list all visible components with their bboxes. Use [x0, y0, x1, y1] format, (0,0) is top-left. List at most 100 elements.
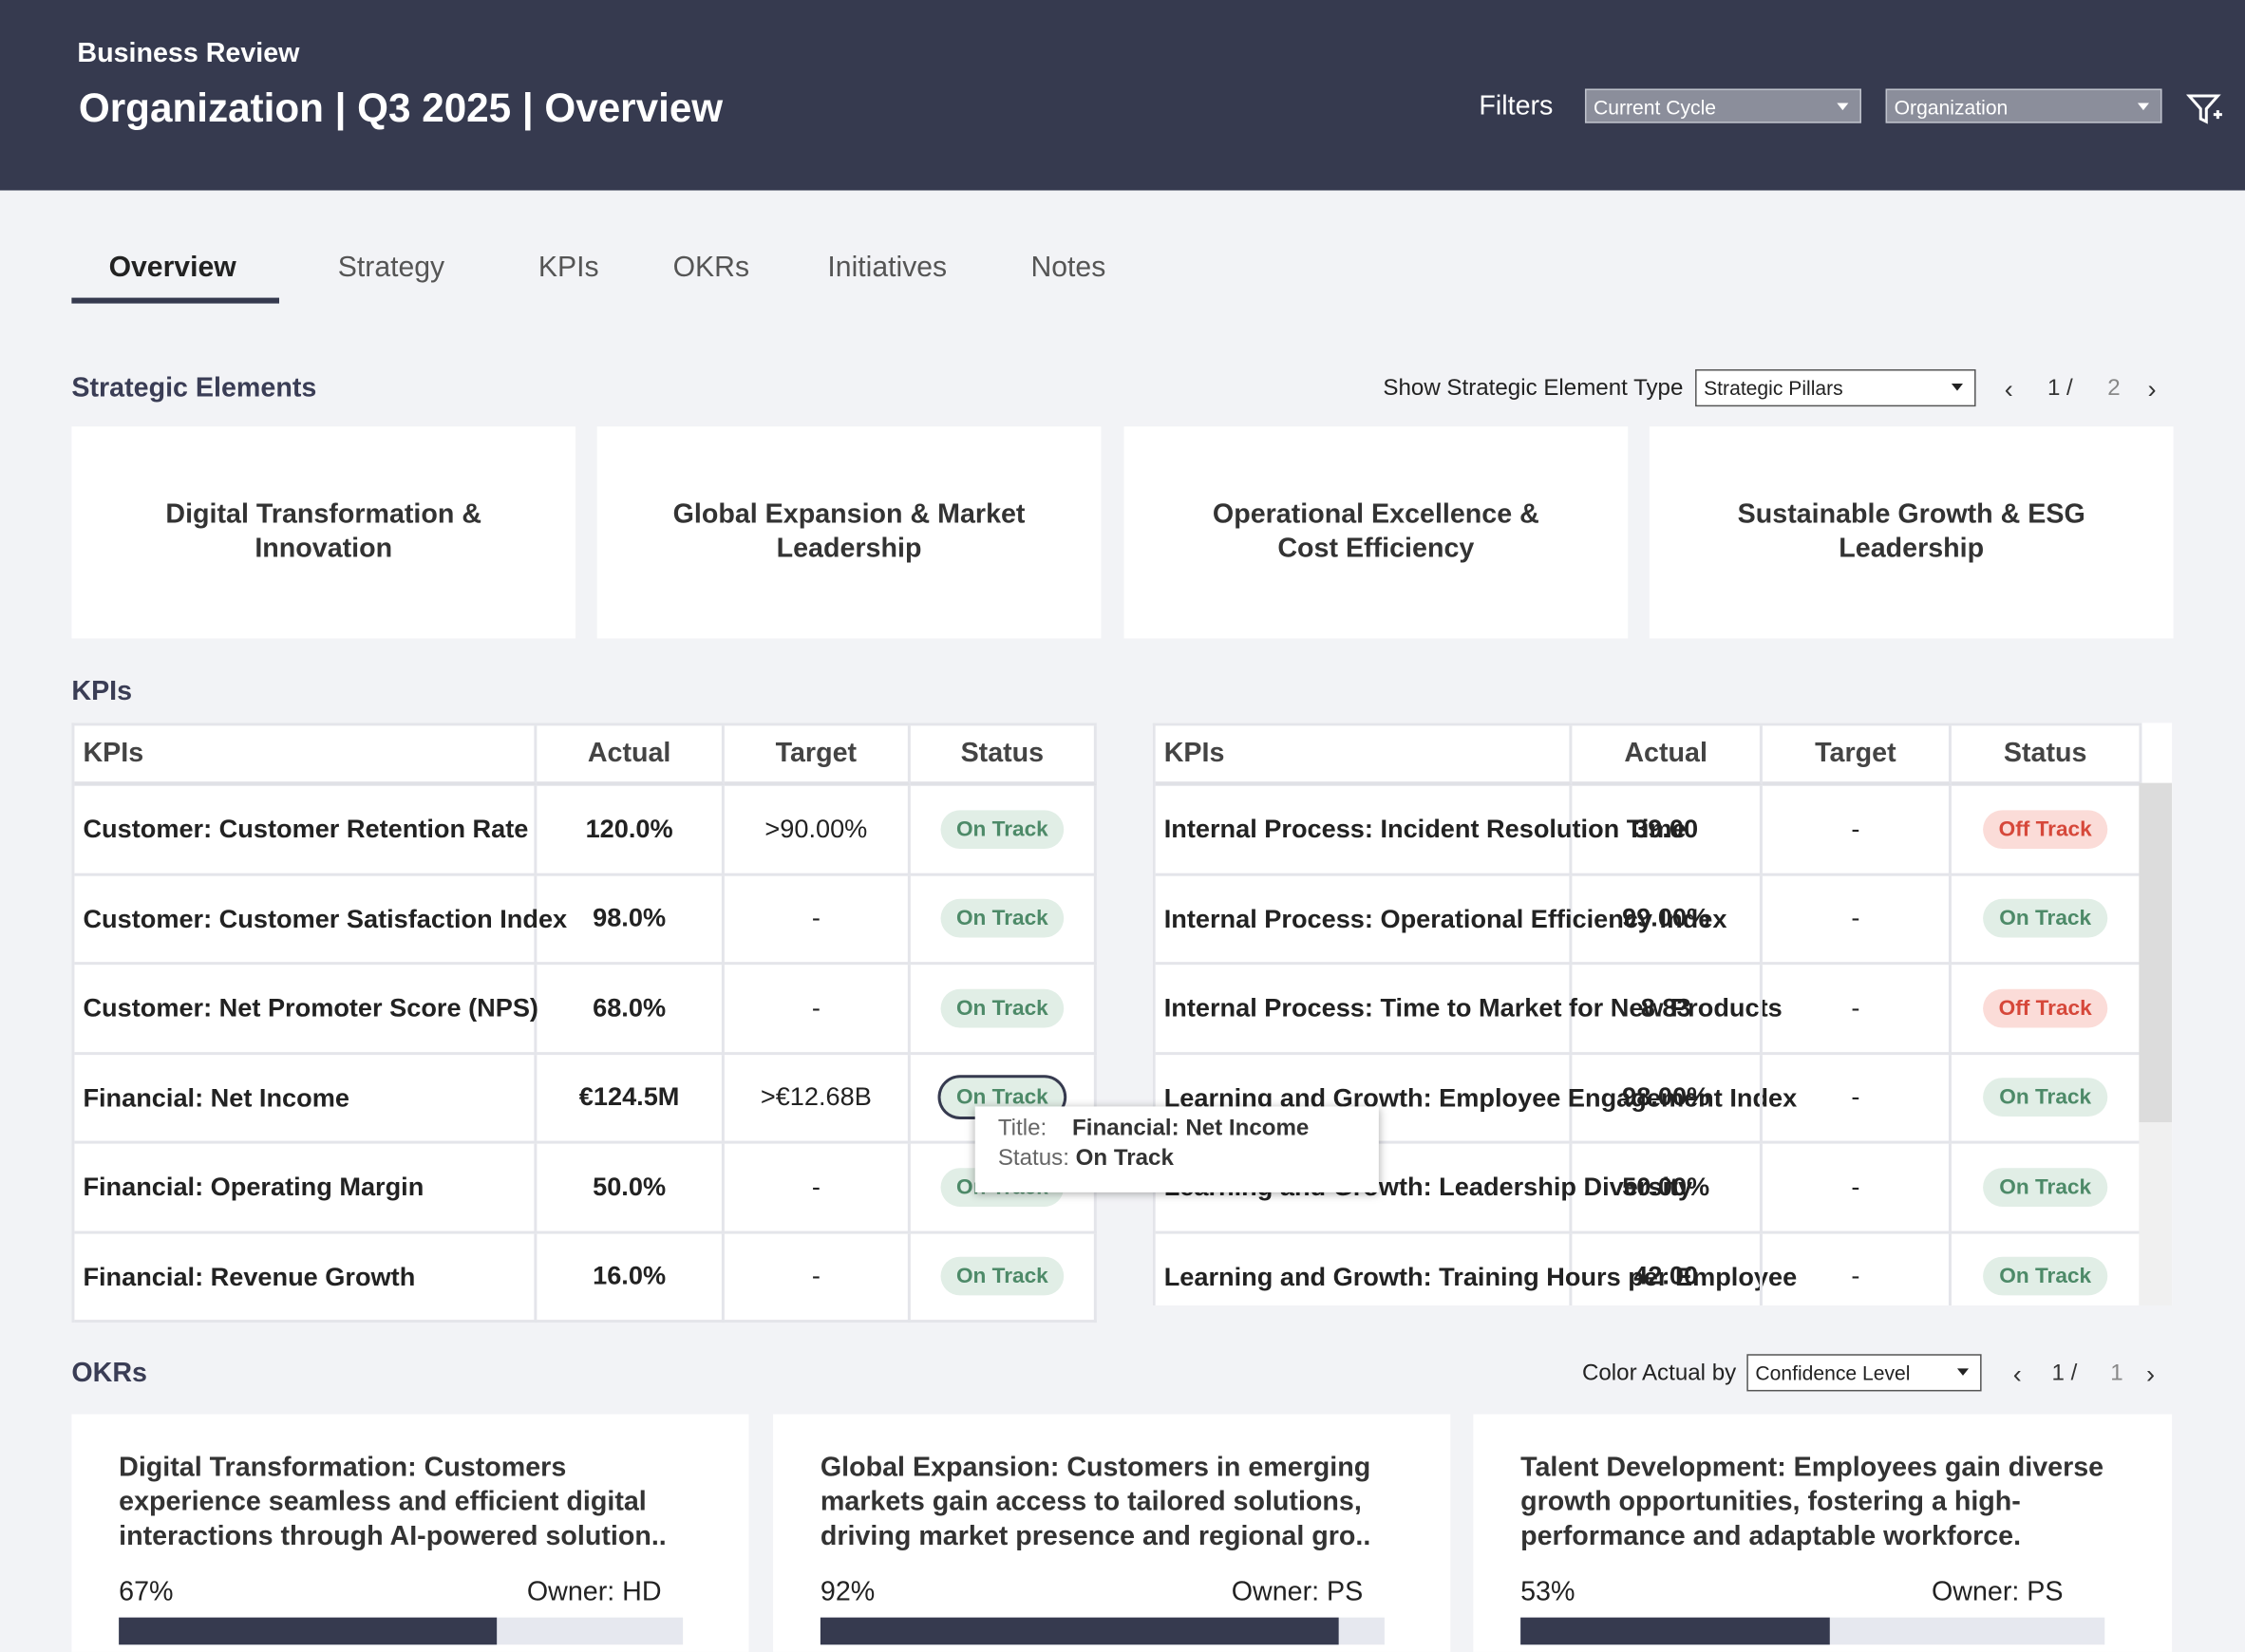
- kpi-name: Learning and Growth: Training Hours per …: [1156, 1232, 1797, 1305]
- section-title: KPIs: [71, 677, 133, 707]
- filter-dropdown[interactable]: Organization: [1885, 88, 2162, 123]
- filter-dropdown[interactable]: Current Cycle: [1584, 88, 1861, 123]
- pager-total: 2: [2107, 376, 2121, 402]
- okr-progress-label: 67%: [119, 1577, 174, 1608]
- pager-next[interactable]: ›: [2147, 375, 2157, 404]
- okr-progress-label: 53%: [1520, 1577, 1575, 1608]
- status-pill[interactable]: Off Track: [1983, 809, 2108, 849]
- kpi-name: Customer: Customer Satisfaction Index: [74, 874, 567, 966]
- status-pill[interactable]: On Track: [1983, 1078, 2107, 1117]
- status-pill[interactable]: On Track: [940, 988, 1065, 1028]
- status-cell: On Track: [1951, 1143, 2142, 1233]
- filter-icon[interactable]: [2186, 91, 2223, 128]
- color-label: Color Actual by: [1581, 1361, 1737, 1386]
- pager-prev[interactable]: ‹: [2004, 375, 2013, 404]
- kpi-actual: 16.0%: [537, 1232, 725, 1323]
- okr-owner: Owner: HD: [526, 1577, 662, 1608]
- tab[interactable]: Overview: [108, 252, 236, 284]
- color-dropdown[interactable]: Confidence Level: [1746, 1354, 1982, 1392]
- kpi-name: Financial: Revenue Growth: [74, 1232, 538, 1323]
- status-pill[interactable]: On Track: [940, 899, 1065, 938]
- status-cell: On Track: [910, 1232, 1097, 1323]
- kpi-name: Financial: Operating Margin: [74, 1143, 538, 1233]
- status-cell: On Track: [1951, 1054, 2142, 1144]
- kpi-actual: 120.0%: [537, 785, 725, 875]
- okr-progress-label: 92%: [820, 1577, 876, 1608]
- kpi-name: Internal Process: Time to Market for New…: [1155, 965, 1783, 1055]
- pillar-card[interactable]: Operational Excellence & Cost Efficiency: [1123, 426, 1629, 639]
- okr-card[interactable]: [71, 1414, 749, 1652]
- okr-text: Talent Development: Employees gain diver…: [1520, 1453, 2104, 1552]
- column-header: Target: [1762, 725, 1952, 786]
- kpi-actual: 50.00%: [1572, 1143, 1763, 1233]
- status-cell: Off Track: [1951, 785, 2142, 875]
- kpi-actual: 42.00: [1572, 1232, 1763, 1305]
- header: [0, 0, 2245, 191]
- kpi-actual: 50.0%: [537, 1143, 725, 1233]
- tooltip-status: On Track: [1075, 1146, 1174, 1172]
- kpi-actual: 68.0%: [537, 965, 725, 1055]
- progress-bar: [119, 1617, 498, 1645]
- pager-next[interactable]: ›: [2145, 1360, 2156, 1389]
- kpi-name: Internal Process: Operational Efficiency…: [1155, 874, 1726, 966]
- column-header: Status: [910, 725, 1097, 786]
- kpi-actual: 99.00%: [1572, 874, 1763, 966]
- kpi-actual: 98.0%: [537, 874, 725, 966]
- status-pill[interactable]: On Track: [1983, 1167, 2107, 1207]
- kpi-target: >90.00%: [724, 785, 911, 875]
- status-cell: On Track: [1952, 1232, 2142, 1305]
- header-subtitle: Business Review: [77, 38, 300, 69]
- tab[interactable]: Initiatives: [827, 252, 948, 284]
- kpi-table: KPIs Actual Target Status Customer: Customer…: [71, 723, 1097, 1323]
- tooltip: Title: Financial: Net Income Status: On …: [974, 1106, 1379, 1192]
- kpi-name: Financial: Net Income: [74, 1054, 538, 1144]
- status-cell: On Track: [910, 785, 1097, 875]
- okr-text: Digital Transformation: Customers experi…: [119, 1453, 667, 1552]
- pillar-card[interactable]: Global Expansion & Market Leadership: [596, 426, 1102, 639]
- kpi-actual: 8.83: [1572, 965, 1763, 1055]
- status-pill[interactable]: On Track: [940, 809, 1065, 849]
- header-title: Organization | Q3 2025 | Overview: [78, 85, 724, 131]
- kpi-target: -: [724, 1143, 911, 1233]
- kpi-target: -: [724, 874, 911, 966]
- tab[interactable]: Strategy: [337, 252, 445, 284]
- pager-total: 1: [2110, 1361, 2123, 1386]
- tooltip-label: Title:: [997, 1116, 1047, 1141]
- tab[interactable]: Notes: [1030, 252, 1106, 284]
- kpi-target: -: [1763, 1232, 1952, 1305]
- okr-card[interactable]: [1473, 1414, 2173, 1652]
- pillar-card[interactable]: Digital Transformation & Innovation: [71, 426, 576, 639]
- pager-page: 1 /: [2051, 1361, 2078, 1386]
- column-header: Target: [724, 725, 911, 786]
- pager-page: 1 /: [2047, 376, 2073, 402]
- kpi-name: Internal Process: Incident Resolution Ti…: [1155, 785, 1687, 875]
- status-pill[interactable]: Off Track: [1983, 988, 2108, 1028]
- kpi-name: Customer: Customer Retention Rate: [74, 785, 538, 875]
- type-dropdown[interactable]: Strategic Pillars: [1695, 368, 1976, 407]
- scrollbar-thumb[interactable]: [2139, 782, 2173, 1122]
- column-header: Actual: [1572, 725, 1763, 786]
- kpi-target: -: [1762, 785, 1952, 875]
- kpi-target: -: [1762, 965, 1952, 1055]
- kpi-actual: 39.00: [1572, 785, 1763, 875]
- kpi-actual: 98.00%: [1572, 1054, 1763, 1144]
- tab-underline: [71, 297, 279, 304]
- tab[interactable]: OKRs: [672, 252, 750, 284]
- tooltip-title: Financial: Net Income: [1072, 1116, 1310, 1141]
- pillar-card[interactable]: Sustainable Growth & ESG Leadership: [1649, 426, 2174, 639]
- status-pill[interactable]: On Track: [1983, 1257, 2107, 1296]
- kpi-target: -: [1762, 1054, 1952, 1144]
- okr-text: Global Expansion: Customers in emerging …: [820, 1453, 1371, 1552]
- section-title: OKRs: [71, 1358, 147, 1389]
- column-header: KPIs: [1155, 725, 1573, 786]
- status-pill[interactable]: On Track: [940, 1257, 1065, 1296]
- pager-prev[interactable]: ‹: [2012, 1360, 2022, 1389]
- column-header: KPIs: [74, 725, 538, 786]
- tab[interactable]: KPIs: [538, 252, 599, 284]
- column-header: Actual: [537, 725, 725, 786]
- status-pill[interactable]: On Track: [1983, 899, 2107, 938]
- kpi-target: -: [724, 965, 911, 1055]
- okr-card[interactable]: [773, 1414, 1451, 1652]
